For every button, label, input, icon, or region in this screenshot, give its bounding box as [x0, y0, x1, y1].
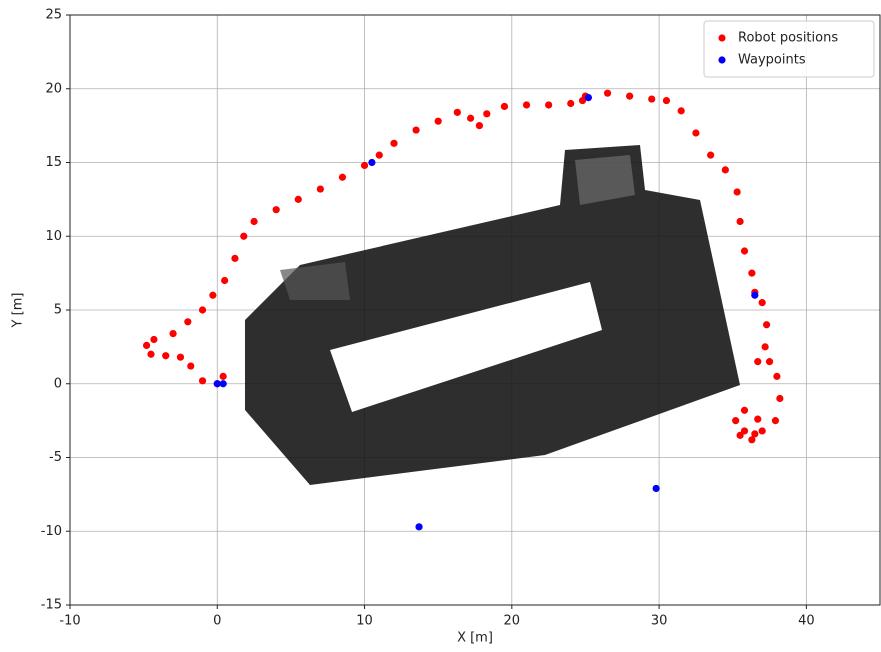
point	[751, 292, 758, 299]
point	[762, 343, 769, 350]
legend-label: Waypoints	[738, 53, 806, 68]
point	[240, 233, 247, 240]
point	[501, 103, 508, 110]
point	[648, 95, 655, 102]
point	[707, 152, 714, 159]
point	[150, 336, 157, 343]
point	[748, 270, 755, 277]
point	[722, 166, 729, 173]
x-tick-label: 30	[651, 614, 668, 629]
x-tick-label: 40	[798, 614, 815, 629]
y-tick-label: 10	[45, 229, 62, 244]
point	[368, 159, 375, 166]
point	[435, 118, 442, 125]
x-tick-label: 10	[356, 614, 373, 629]
point	[317, 185, 324, 192]
x-tick-label: 20	[504, 614, 521, 629]
page: {"chart_data": { "type": "scatter", "xla…	[0, 0, 881, 652]
point	[177, 354, 184, 361]
point	[773, 373, 780, 380]
point	[199, 377, 206, 384]
point	[361, 162, 368, 169]
point	[339, 174, 346, 181]
point	[231, 255, 238, 262]
legend-label: Robot positions	[738, 31, 838, 46]
point	[523, 101, 530, 108]
point	[143, 342, 150, 349]
y-tick-label: 5	[54, 303, 62, 318]
y-tick-label: 25	[45, 8, 62, 23]
x-tick-label: -10	[59, 614, 80, 629]
legend-marker	[718, 56, 725, 63]
point	[754, 416, 761, 423]
point	[692, 129, 699, 136]
point	[741, 407, 748, 414]
point	[604, 90, 611, 97]
y-tick-label: -5	[49, 450, 62, 465]
point	[390, 140, 397, 147]
point	[376, 152, 383, 159]
y-tick-label: 15	[45, 155, 62, 170]
point	[732, 417, 739, 424]
occupancy-map	[245, 145, 740, 485]
point	[476, 122, 483, 129]
point	[147, 351, 154, 358]
point	[751, 430, 758, 437]
point	[585, 94, 592, 101]
point	[766, 358, 773, 365]
point	[412, 126, 419, 133]
map-texture	[280, 262, 350, 300]
point	[169, 330, 176, 337]
point	[653, 485, 660, 492]
point	[221, 277, 228, 284]
legend-marker	[718, 34, 725, 41]
y-tick-label: 0	[54, 376, 62, 391]
point	[763, 321, 770, 328]
point	[741, 247, 748, 254]
point	[162, 352, 169, 359]
point	[759, 299, 766, 306]
point	[220, 380, 227, 387]
point	[759, 427, 766, 434]
y-axis-label: Y [m]	[11, 293, 26, 329]
point	[776, 395, 783, 402]
point	[567, 100, 574, 107]
chart: X [m] Y [m] -10010203040-15-10-505101520…	[0, 0, 881, 648]
y-tick-label: 20	[45, 81, 62, 96]
point	[678, 107, 685, 114]
legend-box	[704, 21, 874, 77]
point	[736, 218, 743, 225]
point	[545, 101, 552, 108]
point	[187, 362, 194, 369]
x-axis-label: X [m]	[457, 631, 493, 646]
point	[772, 417, 779, 424]
point	[467, 115, 474, 122]
y-tick-label: -15	[41, 598, 62, 613]
point	[734, 188, 741, 195]
y-tick-label: -10	[41, 524, 62, 539]
point	[220, 373, 227, 380]
point	[184, 318, 191, 325]
point	[754, 358, 761, 365]
point	[483, 110, 490, 117]
x-tick-label: 0	[213, 614, 221, 629]
point	[741, 427, 748, 434]
point	[209, 292, 216, 299]
point	[295, 196, 302, 203]
point	[250, 218, 257, 225]
point	[273, 206, 280, 213]
point	[199, 306, 206, 313]
point	[663, 97, 670, 104]
point	[415, 523, 422, 530]
point	[626, 93, 633, 100]
point	[454, 109, 461, 116]
